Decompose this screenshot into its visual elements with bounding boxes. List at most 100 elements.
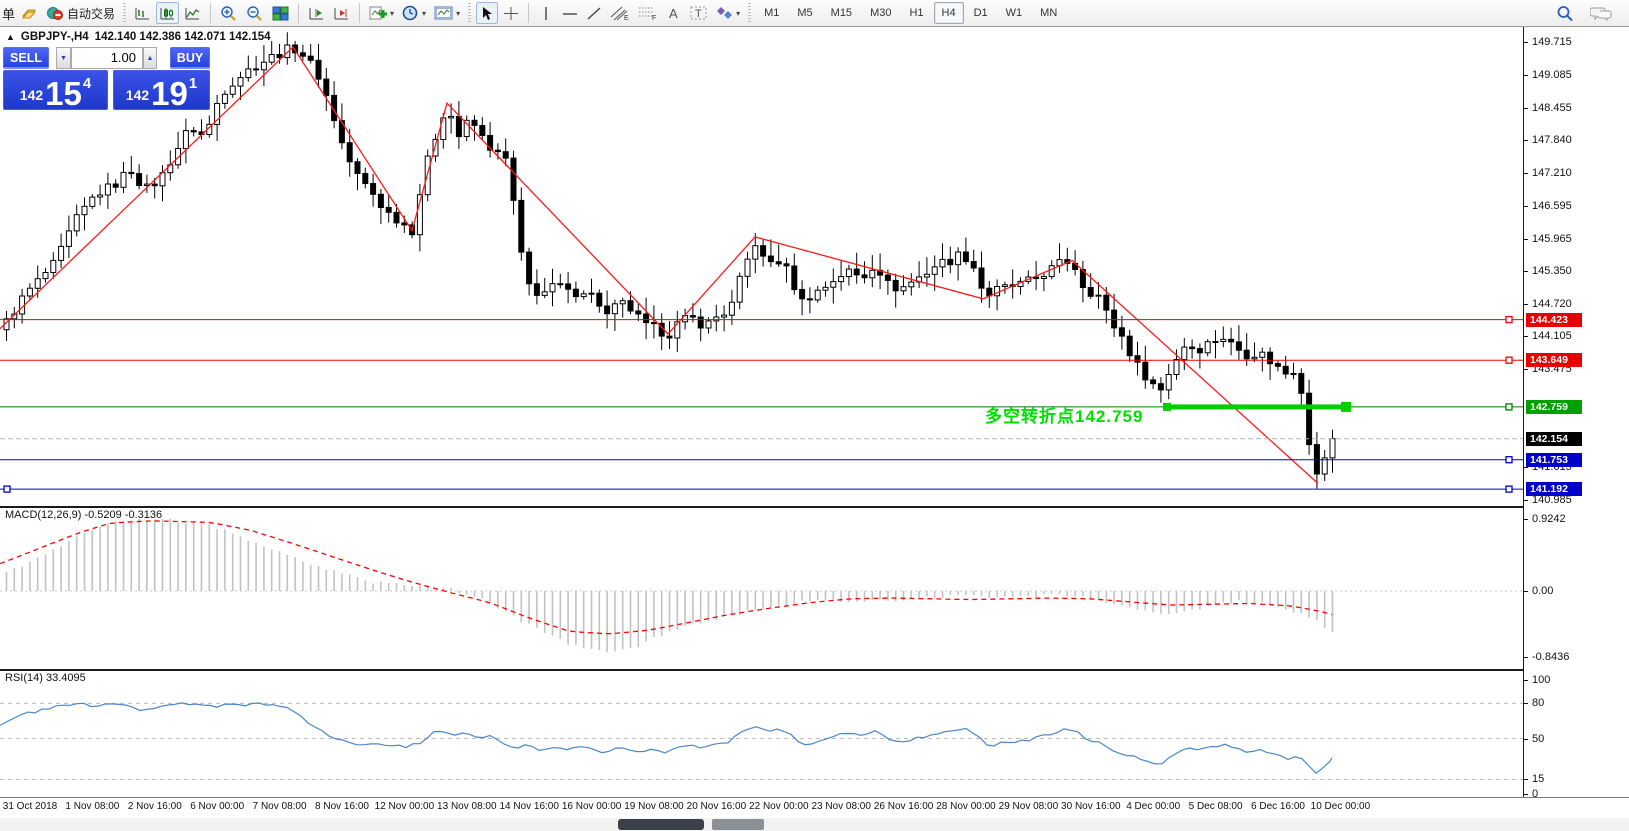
- chat-icon[interactable]: [1587, 2, 1615, 24]
- vertical-line-icon[interactable]: [535, 2, 557, 24]
- timeframe-button-W1[interactable]: W1: [1005, 7, 1023, 19]
- collapse-panel-icon[interactable]: ▲: [6, 32, 15, 42]
- price-axis: 149.715 149.085 148.455 147.840 147.210 146.5…: [1523, 27, 1629, 800]
- sell-button[interactable]: SELL: [3, 47, 49, 69]
- date-tick-label: 30 Nov 16:00: [1061, 801, 1121, 812]
- rsi-label: RSI(14) 33.4095: [5, 672, 86, 684]
- axis-tick: [1524, 238, 1528, 240]
- axis-tick: [1524, 205, 1528, 207]
- price-tick-label: 144.105: [1532, 330, 1572, 343]
- text-icon[interactable]: A: [663, 2, 685, 24]
- price-badge-141.192: 141.192: [1526, 482, 1582, 497]
- volume-up-button[interactable]: ▲: [143, 47, 157, 69]
- timeframe-button-M1[interactable]: M1: [764, 7, 780, 19]
- axis-tick: [1524, 738, 1528, 740]
- pane-separator[interactable]: [0, 669, 1629, 671]
- svg-text:E: E: [624, 15, 629, 21]
- text-label-icon[interactable]: T: [687, 2, 711, 24]
- macd-tick-label: 0.9242: [1532, 512, 1566, 525]
- buy-price-display[interactable]: 142 19 1: [113, 70, 210, 110]
- shift-end-icon[interactable]: [330, 2, 353, 24]
- sell-price-pip: 4: [82, 75, 92, 92]
- price-tick-label: 147.840: [1532, 134, 1572, 147]
- one-click-trading-panel: SELL ▼ 1.00 ▲ BUY 142 15 4 142 19 1: [3, 47, 210, 110]
- date-tick-label: 20 Nov 16:00: [686, 801, 747, 812]
- pivot-annotation-text[interactable]: 多空转折点142.759: [985, 407, 1144, 426]
- new-order-button[interactable]: 单: [2, 6, 16, 22]
- tile-windows-icon[interactable]: [269, 2, 292, 24]
- chevron-down-icon: ▾: [422, 8, 427, 18]
- autotrade-button[interactable]: 自动交易: [43, 2, 118, 24]
- crosshair-icon[interactable]: [500, 2, 522, 24]
- search-icon[interactable]: [1553, 2, 1577, 24]
- macd-tick-label: 0.00: [1532, 585, 1554, 597]
- price-tick-label: 148.455: [1532, 102, 1572, 115]
- new-order-icon[interactable]: [17, 2, 41, 24]
- price-badge-144.423: 144.423: [1526, 312, 1582, 327]
- date-tick-label: 4 Dec 00:00: [1126, 801, 1181, 812]
- timeframe-button-M15[interactable]: M15: [830, 7, 853, 19]
- zoom-in-icon[interactable]: [217, 2, 241, 24]
- timeframe-button-M5[interactable]: M5: [797, 7, 813, 19]
- price-badge-142.759: 142.759: [1526, 399, 1582, 414]
- axis-tick: [1524, 369, 1528, 371]
- rsi-tick-label: 0: [1532, 788, 1539, 800]
- axis-tick: [1524, 75, 1528, 77]
- date-tick-label: 28 Nov 00:00: [936, 801, 996, 812]
- buy-button[interactable]: BUY: [170, 47, 210, 69]
- taskbar-dark-segment[interactable]: [618, 819, 704, 830]
- horizontal-line-icon[interactable]: [559, 2, 581, 24]
- timeframe-bar: M1 M5 M15 M30 H1 H4 D1 W1 MN: [756, 2, 1065, 24]
- price-tick-label: 145.350: [1532, 265, 1572, 277]
- toolbar-grip[interactable]: [748, 3, 752, 23]
- shapes-icon[interactable]: ▾: [713, 2, 743, 24]
- trendline-icon[interactable]: [583, 2, 605, 24]
- volume-down-button[interactable]: ▼: [56, 47, 71, 69]
- timeframe-button-H4[interactable]: H4: [933, 2, 964, 24]
- axis-tick: [1524, 466, 1528, 468]
- zoom-out-icon[interactable]: [243, 2, 267, 24]
- price-tick-label: 149.085: [1532, 69, 1572, 82]
- chart-symbol-header: ▲ GBPJPY-,H4 142.140 142.386 142.071 142…: [6, 31, 271, 43]
- period-icon[interactable]: ▾: [399, 2, 429, 24]
- fibonacci-icon[interactable]: F: [635, 2, 661, 24]
- toolbar-grip[interactable]: [468, 3, 472, 23]
- indicators-icon[interactable]: ▾: [366, 2, 397, 24]
- price-badge-143.649: 143.649: [1526, 353, 1582, 368]
- date-tick-label: 16 Nov 00:00: [561, 801, 622, 812]
- rsi-indicator-canvas[interactable]: [0, 671, 1523, 797]
- timeframe-button-H1[interactable]: H1: [909, 7, 924, 19]
- shift-chart-icon[interactable]: [305, 2, 328, 24]
- axis-tick: [1524, 304, 1528, 306]
- template-icon[interactable]: ▾: [431, 2, 463, 24]
- line-chart-icon[interactable]: [181, 2, 204, 24]
- svg-text:T: T: [695, 8, 702, 20]
- price-tick-label: 149.715: [1532, 36, 1572, 48]
- axis-tick: [1524, 518, 1528, 520]
- channel-icon[interactable]: E: [607, 2, 633, 24]
- buy-price-main: 19: [151, 74, 188, 112]
- macd-indicator-canvas[interactable]: [0, 508, 1523, 667]
- volume-input[interactable]: 1.00: [71, 47, 143, 69]
- price-badge-142.154: 142.154: [1526, 431, 1582, 446]
- axis-tick: [1524, 500, 1528, 501]
- taskbar-gray-segment[interactable]: [712, 819, 764, 830]
- cursor-icon[interactable]: [476, 2, 499, 24]
- rsi-tick-label: 50: [1532, 732, 1545, 745]
- macd-label: MACD(12,26,9) -0.5209 -0.3136: [5, 509, 163, 521]
- pane-separator[interactable]: [0, 506, 1629, 508]
- date-tick-label: 10 Dec 00:00: [1310, 801, 1371, 812]
- candlestick-icon[interactable]: [156, 2, 180, 24]
- timeframe-button-M30[interactable]: M30: [870, 7, 892, 19]
- toolbar-grip[interactable]: [123, 3, 127, 23]
- bar-chart-icon[interactable]: [131, 2, 154, 24]
- price-chart-canvas[interactable]: [0, 27, 1523, 506]
- timeframe-button-D1[interactable]: D1: [973, 7, 988, 19]
- sell-price-display[interactable]: 142 15 4: [3, 70, 108, 110]
- timeframe-button-MN[interactable]: MN: [1040, 7, 1058, 19]
- date-tick-label: 29 Nov 08:00: [998, 801, 1059, 812]
- date-tick-label: 22 Nov 00:00: [749, 801, 809, 812]
- date-tick-label: 6 Dec 16:00: [1251, 801, 1305, 812]
- svg-text:A: A: [669, 6, 678, 21]
- symbol-period-label: GBPJPY-,H4: [20, 31, 89, 43]
